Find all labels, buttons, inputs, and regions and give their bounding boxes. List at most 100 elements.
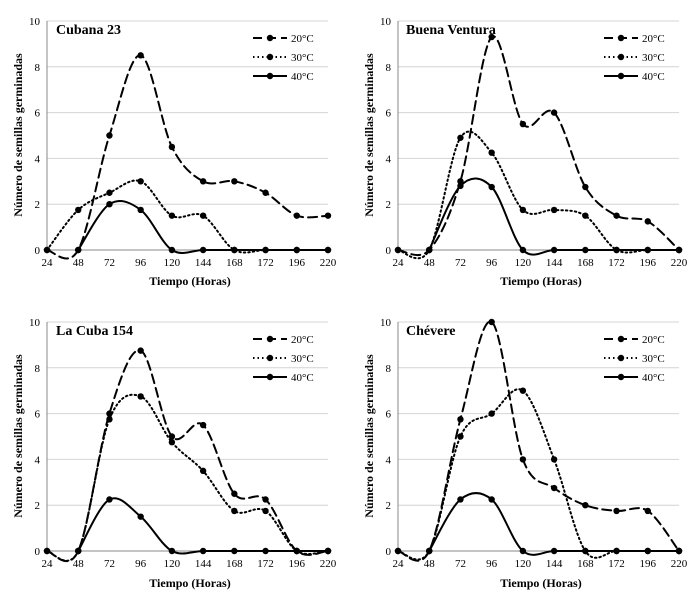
- data-point: [199, 246, 207, 254]
- legend-label: 20°C: [642, 33, 665, 45]
- data-point: [231, 178, 238, 185]
- data-point: [168, 212, 176, 219]
- legend-label: 20°C: [291, 33, 314, 45]
- legend-marker: [617, 53, 625, 61]
- x-tick-label: 144: [195, 257, 212, 269]
- legend-label: 40°C: [642, 71, 665, 83]
- y-axis-title: Número de semillas germinadas: [11, 354, 25, 518]
- data-point: [106, 132, 113, 139]
- data-point: [324, 212, 332, 219]
- y-tick-label: 10: [29, 317, 41, 329]
- y-tick-label: 4: [386, 153, 392, 165]
- data-point: [75, 206, 82, 214]
- x-tick-label: 72: [104, 558, 115, 570]
- x-axis-title: Tiempo (Horas): [500, 274, 581, 288]
- data-point: [262, 507, 269, 515]
- data-point: [519, 547, 527, 555]
- x-tick-label: 220: [320, 558, 337, 570]
- x-tick-label: 120: [164, 257, 181, 269]
- series-line: [428, 177, 680, 256]
- data-point: [106, 189, 113, 196]
- data-point: [644, 246, 651, 254]
- x-tick-label: 24: [393, 257, 405, 269]
- x-tick-label: 120: [515, 257, 532, 269]
- data-point: [457, 433, 464, 440]
- y-tick-label: 0: [35, 245, 41, 257]
- data-point: [613, 212, 620, 219]
- series-line: [46, 54, 329, 260]
- panel-title: Cubana 23: [56, 23, 121, 38]
- data-point: [106, 416, 113, 423]
- data-point: [519, 120, 527, 128]
- data-point: [457, 178, 464, 185]
- data-point: [231, 490, 238, 497]
- panel-title: Buena Ventura: [406, 23, 496, 38]
- y-tick-label: 4: [386, 454, 392, 466]
- data-point: [231, 246, 238, 254]
- data-point: [168, 433, 176, 440]
- y-tick-label: 6: [35, 108, 41, 120]
- y-tick-label: 8: [35, 62, 41, 74]
- legend-label: 40°C: [291, 71, 314, 83]
- data-point: [644, 218, 651, 225]
- data-point: [168, 439, 176, 446]
- data-point: [394, 547, 402, 555]
- data-point: [137, 206, 144, 214]
- data-point: [519, 246, 527, 254]
- data-point: [324, 246, 332, 254]
- legend-marker: [266, 354, 274, 362]
- data-point: [488, 318, 495, 326]
- data-point: [550, 206, 558, 214]
- x-tick-label: 168: [577, 257, 594, 269]
- x-tick-label: 144: [546, 257, 563, 269]
- data-point: [168, 246, 176, 254]
- y-tick-label: 6: [386, 409, 392, 421]
- series-line: [428, 492, 680, 556]
- legend-marker: [266, 373, 274, 381]
- data-point: [488, 183, 495, 191]
- data-point: [394, 246, 402, 254]
- x-tick-label: 168: [226, 558, 243, 570]
- data-point: [137, 347, 144, 354]
- data-point: [550, 109, 558, 116]
- data-point: [199, 421, 207, 429]
- legend-marker: [617, 34, 625, 42]
- data-point: [488, 149, 495, 156]
- x-tick-label: 48: [73, 257, 85, 269]
- data-point: [613, 507, 620, 515]
- panel-title: Chévere: [406, 324, 456, 339]
- data-point: [675, 547, 683, 555]
- series-line: [397, 130, 680, 260]
- legend-marker: [617, 354, 625, 362]
- panel-title: La Cuba 154: [56, 324, 133, 339]
- y-axis-title: Número de semillas germinadas: [362, 354, 376, 518]
- x-tick-label: 24: [42, 257, 54, 269]
- x-tick-label: 24: [42, 558, 54, 570]
- data-point: [644, 547, 651, 555]
- data-point: [137, 178, 144, 185]
- x-tick-label: 172: [257, 257, 274, 269]
- y-tick-label: 8: [386, 62, 392, 74]
- x-tick-label: 168: [226, 257, 243, 269]
- x-tick-label: 220: [320, 257, 337, 269]
- data-point: [519, 456, 527, 463]
- y-tick-label: 6: [35, 409, 41, 421]
- data-point: [199, 467, 207, 475]
- data-point: [488, 410, 495, 417]
- legend-marker: [266, 34, 274, 42]
- y-tick-label: 4: [35, 153, 41, 165]
- y-axis-title: Número de semillas germinadas: [11, 53, 25, 217]
- series-line: [77, 200, 329, 254]
- x-tick-label: 48: [424, 558, 436, 570]
- x-tick-label: 96: [135, 257, 147, 269]
- data-point: [488, 496, 495, 503]
- data-point: [199, 212, 207, 219]
- data-point: [519, 387, 527, 394]
- data-point: [262, 189, 269, 196]
- data-point: [582, 183, 589, 191]
- y-tick-label: 6: [386, 108, 392, 120]
- data-point: [43, 246, 51, 254]
- data-point: [137, 52, 144, 59]
- x-tick-label: 196: [640, 257, 657, 269]
